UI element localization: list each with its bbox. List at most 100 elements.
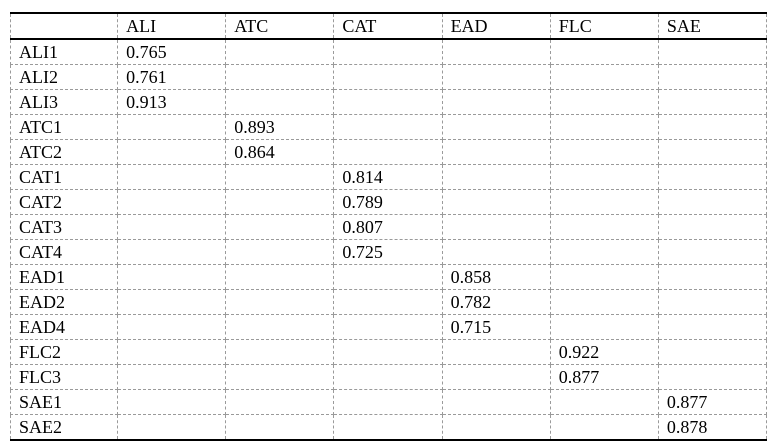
empty-cell (225, 364, 335, 390)
loading-value-cell: 0.789 (333, 189, 443, 215)
empty-cell (657, 164, 768, 190)
empty-cell (117, 264, 227, 290)
table-row: CAT4 0.725 (9, 239, 768, 265)
empty-cell (441, 139, 551, 165)
loading-value-cell: 0.878 (657, 414, 768, 441)
empty-cell (117, 389, 227, 415)
empty-cell (549, 214, 659, 240)
empty-cell (441, 89, 551, 115)
empty-cell (333, 89, 443, 115)
table-row: FLC3 0.877 (9, 364, 768, 390)
empty-cell (333, 364, 443, 390)
empty-cell (549, 189, 659, 215)
empty-cell (549, 139, 659, 165)
empty-cell (657, 114, 768, 140)
empty-cell (225, 314, 335, 340)
table-body: ALI1 0.765 ALI2 0.761 ALI3 0.913 ATC1 0.893 ATC2… (9, 38, 768, 441)
empty-cell (549, 264, 659, 290)
loading-value-cell: 0.761 (117, 64, 227, 90)
loading-value-cell: 0.913 (117, 89, 227, 115)
empty-cell (333, 389, 443, 415)
empty-cell (225, 189, 335, 215)
empty-cell (549, 414, 659, 441)
loading-value-cell: 0.877 (549, 364, 659, 390)
empty-cell (657, 289, 768, 315)
empty-cell (657, 38, 768, 65)
row-label: EAD2 (9, 289, 119, 315)
empty-cell (549, 64, 659, 90)
empty-cell (333, 339, 443, 365)
empty-cell (441, 64, 551, 90)
table-row: EAD4 0.715 (9, 314, 768, 340)
empty-cell (549, 114, 659, 140)
empty-cell (549, 38, 659, 65)
empty-cell (549, 239, 659, 265)
empty-cell (333, 139, 443, 165)
corner-cell (9, 12, 119, 40)
table-row: ALI3 0.913 (9, 89, 768, 115)
loading-value-cell: 0.893 (225, 114, 335, 140)
table-row: CAT2 0.789 (9, 189, 768, 215)
column-header-ali: ALI (117, 12, 227, 40)
row-label: FLC3 (9, 364, 119, 390)
empty-cell (441, 38, 551, 65)
empty-cell (657, 239, 768, 265)
table-header: ALI ATC CAT EAD FLC SAE (9, 12, 768, 40)
empty-cell (441, 189, 551, 215)
empty-cell (117, 339, 227, 365)
empty-cell (117, 414, 227, 441)
empty-cell (117, 114, 227, 140)
empty-cell (117, 314, 227, 340)
empty-cell (657, 264, 768, 290)
empty-cell (657, 64, 768, 90)
table-row: EAD1 0.858 (9, 264, 768, 290)
table-row: ATC1 0.893 (9, 114, 768, 140)
row-label: CAT3 (9, 214, 119, 240)
empty-cell (225, 339, 335, 365)
row-label: EAD1 (9, 264, 119, 290)
empty-cell (333, 289, 443, 315)
row-label: FLC2 (9, 339, 119, 365)
loading-value-cell: 0.807 (333, 214, 443, 240)
row-label: ALI2 (9, 64, 119, 90)
empty-cell (225, 239, 335, 265)
table-row: CAT3 0.807 (9, 214, 768, 240)
empty-cell (333, 64, 443, 90)
row-label: SAE1 (9, 389, 119, 415)
table-row: ALI1 0.765 (9, 38, 768, 65)
empty-cell (441, 364, 551, 390)
empty-cell (117, 189, 227, 215)
empty-cell (657, 214, 768, 240)
loading-value-cell: 0.725 (333, 239, 443, 265)
column-header-atc: ATC (225, 12, 335, 40)
empty-cell (225, 289, 335, 315)
empty-cell (117, 214, 227, 240)
loading-value-cell: 0.858 (441, 264, 551, 290)
row-label: ALI3 (9, 89, 119, 115)
empty-cell (441, 414, 551, 441)
table-row: SAE1 0.877 (9, 389, 768, 415)
loading-value-cell: 0.922 (549, 339, 659, 365)
empty-cell (225, 164, 335, 190)
row-label: ALI1 (9, 38, 119, 65)
empty-cell (225, 214, 335, 240)
loading-value-cell: 0.782 (441, 289, 551, 315)
row-label: SAE2 (9, 414, 119, 441)
loading-value-cell: 0.715 (441, 314, 551, 340)
loadings-table: ALI ATC CAT EAD FLC SAE ALI1 0.765 ALI2 0.761 ALI… (9, 12, 768, 441)
row-label: EAD4 (9, 314, 119, 340)
empty-cell (657, 364, 768, 390)
table-row: FLC2 0.922 (9, 339, 768, 365)
column-header-cat: CAT (333, 12, 443, 40)
column-header-ead: EAD (441, 12, 551, 40)
row-label: CAT2 (9, 189, 119, 215)
empty-cell (225, 89, 335, 115)
table-row: ALI2 0.761 (9, 64, 768, 90)
table-row: SAE2 0.878 (9, 414, 768, 441)
loading-value-cell: 0.814 (333, 164, 443, 190)
empty-cell (549, 314, 659, 340)
row-label: ATC2 (9, 139, 119, 165)
empty-cell (441, 239, 551, 265)
empty-cell (657, 139, 768, 165)
